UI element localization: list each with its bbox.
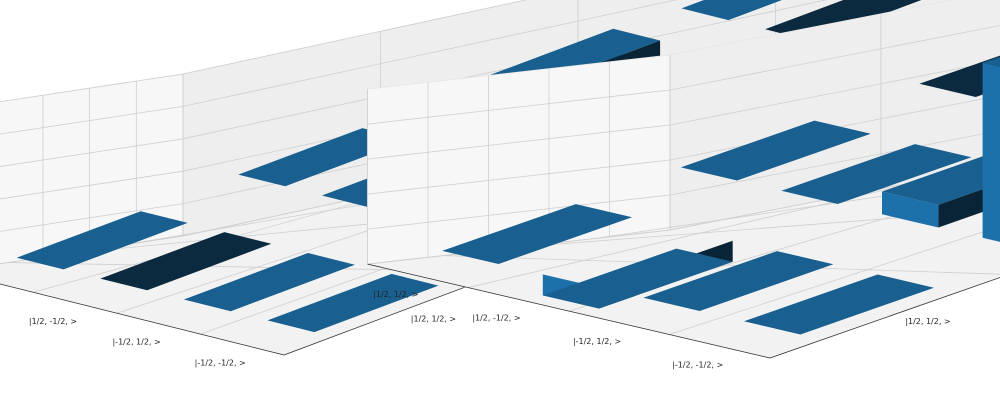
bar	[982, 56, 1000, 242]
x-tick-label: |-1/2, 1/2, >	[573, 337, 621, 346]
bar	[680, 120, 871, 181]
bar	[681, 0, 783, 21]
z-gridline	[0, 0, 528, 103]
x-axis-line	[0, 283, 285, 356]
bar	[267, 273, 439, 333]
x-tick-label: |1/2, -1/2, >	[472, 313, 520, 322]
floor-gridline	[594, 178, 1000, 239]
bar-face	[542, 248, 733, 309]
x-tick-label: |1/2, 1/2, >	[373, 290, 418, 299]
bar-face	[982, 62, 1000, 242]
bar-face	[982, 56, 1000, 67]
z-gridline	[367, 25, 1000, 125]
x-tick-label: |1/2, -1/2, >	[29, 317, 77, 326]
chart-right: 0.00.20.40.60.8Re(ρ)|1/2, 1/2, >|1/2, -1…	[367, 0, 1000, 369]
z-gridline	[367, 95, 1000, 195]
y-tick-label: |1/2, 1/2, >	[411, 314, 456, 323]
z-gridline	[367, 130, 1000, 230]
z-gridline	[0, 0, 828, 167]
z-gridline	[0, 0, 678, 135]
bar	[442, 204, 633, 264]
bar	[183, 253, 355, 312]
floor-gridline	[669, 225, 1000, 335]
bar	[744, 274, 934, 335]
bar-face	[882, 150, 1000, 205]
z-gridline	[367, 60, 1000, 160]
y-tick-label: |1/2, 1/2, >	[905, 317, 950, 326]
x-tick-label: |-1/2, -1/2, >	[195, 359, 246, 368]
bar	[643, 251, 834, 311]
bar	[16, 211, 188, 270]
x-tick-label: |-1/2, -1/2, >	[672, 360, 723, 369]
x-tick-label: |-1/2, 1/2, >	[112, 338, 160, 347]
bar	[781, 144, 972, 204]
bar-face	[882, 191, 939, 228]
bar	[542, 240, 733, 309]
bars	[442, 55, 1000, 335]
bar	[238, 128, 410, 187]
bar	[100, 232, 272, 291]
bar	[919, 55, 1000, 97]
y-axis-line	[769, 277, 1000, 359]
x-axis-line	[367, 263, 771, 359]
